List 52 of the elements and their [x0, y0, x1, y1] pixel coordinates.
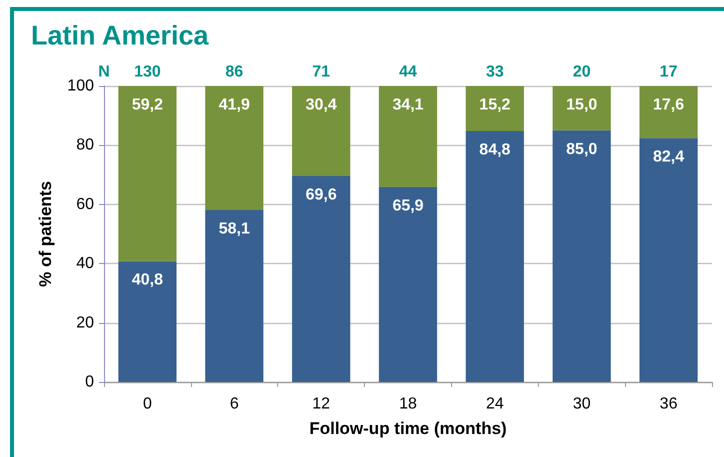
- bar: [205, 210, 264, 382]
- data-label: 34,1: [392, 96, 424, 114]
- y-tick-label: 0: [85, 374, 94, 390]
- bar: [466, 86, 524, 131]
- data-label: 17,6: [653, 96, 684, 114]
- bar: [118, 261, 177, 382]
- bar: [552, 86, 611, 130]
- data-label: 59,2: [132, 96, 164, 114]
- data-label: 84,8: [479, 141, 511, 158]
- data-label: 40,8: [132, 272, 164, 289]
- x-tick-label: 18: [399, 396, 417, 412]
- x-tick-label: 30: [572, 396, 591, 412]
- text: N: [98, 64, 110, 80]
- data-label: 82,4: [653, 148, 684, 166]
- x-tick-label: 12: [312, 396, 330, 412]
- x-tick-label: 36: [660, 396, 678, 412]
- bar: [552, 130, 611, 382]
- bar: [292, 86, 350, 176]
- x-axis-title: Follow-up time (months): [309, 419, 507, 438]
- y-tick-label: 20: [76, 314, 94, 332]
- bar: [292, 176, 350, 382]
- bar: [466, 130, 524, 382]
- data-label: 41,9: [218, 96, 250, 114]
- data-label: 30,4: [306, 96, 337, 114]
- y-tick-label: 60: [76, 196, 94, 213]
- x-tick-label: 6: [230, 396, 239, 412]
- annotation: 33: [486, 64, 504, 80]
- bar: [639, 86, 698, 138]
- annotation: 130: [134, 64, 161, 80]
- bar: [205, 86, 264, 210]
- annotation: 20: [572, 64, 591, 80]
- bar: [118, 86, 177, 262]
- y-tick-label: 40: [76, 255, 94, 272]
- data-label: 65,9: [392, 197, 424, 214]
- annotation: 86: [225, 64, 244, 80]
- y-axis-title: % of patients: [36, 181, 55, 287]
- data-label: 15,0: [566, 96, 598, 114]
- x-tick-label: 24: [486, 396, 504, 412]
- annotation: 44: [399, 64, 417, 80]
- data-label: 69,6: [306, 186, 337, 204]
- bar: [639, 138, 698, 382]
- data-label: 85,0: [566, 140, 598, 158]
- bar: [378, 86, 438, 187]
- data-label: 58,1: [218, 220, 250, 238]
- annotation: 17: [660, 64, 678, 80]
- x-tick-label: 0: [142, 396, 152, 412]
- y-tick-label: 80: [76, 136, 94, 154]
- chart-title: Latin America: [31, 20, 210, 50]
- annotation: 71: [312, 64, 330, 80]
- data-label: 15,2: [479, 96, 511, 114]
- y-tick-label: 100: [67, 78, 94, 94]
- bar: [378, 186, 438, 382]
